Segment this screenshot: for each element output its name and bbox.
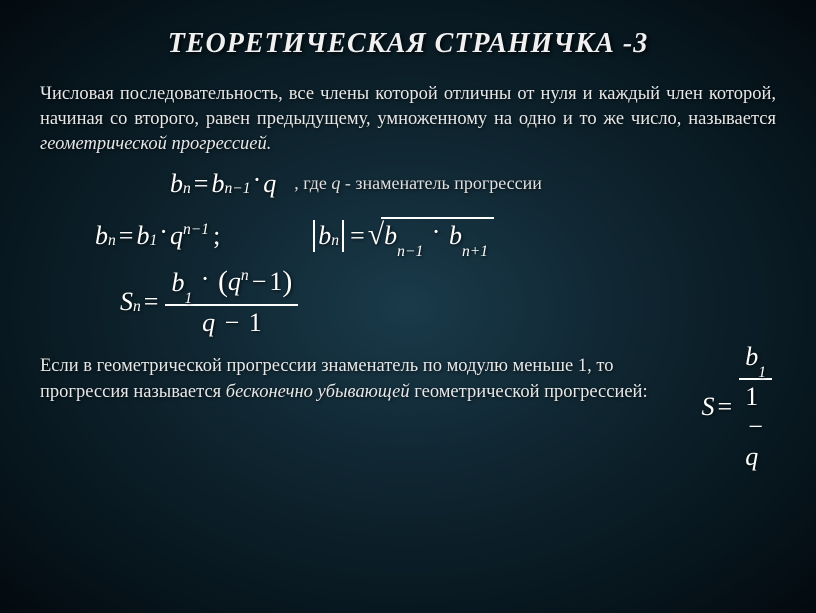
eq-sign: = bbox=[718, 392, 733, 422]
sub-n: n bbox=[183, 180, 191, 198]
slide-title: ТЕОРЕТИЧЕСКАЯ СТРАНИЧКА -3 bbox=[40, 28, 776, 60]
sub-n: n bbox=[331, 232, 339, 250]
var-q: q bbox=[202, 308, 215, 337]
var-b: b bbox=[449, 221, 462, 250]
minus-sign: − bbox=[748, 412, 763, 441]
sub-1: 1 bbox=[149, 232, 157, 250]
sub-n: n bbox=[108, 232, 116, 250]
annotation-suffix: - знаменатель прогрессии bbox=[340, 173, 542, 193]
var-S: S bbox=[702, 392, 715, 422]
abs-group: bn bbox=[310, 220, 347, 253]
var-b: b bbox=[170, 169, 183, 199]
sqrt-symbol: √ bbox=[368, 218, 384, 256]
formula-sum: Sn = b1 · ( qn − 1 ) q − 1 bbox=[120, 265, 302, 338]
eq-sign: = bbox=[350, 221, 365, 251]
fraction-denominator: q − 1 bbox=[196, 308, 268, 338]
sqrt-group: √ bn−1 · bn+1 bbox=[368, 217, 494, 255]
fraction: b1 1 − q bbox=[739, 342, 772, 472]
var-b: b bbox=[95, 221, 108, 251]
var-q: q bbox=[228, 267, 241, 297]
var-b: b bbox=[318, 221, 331, 251]
definition-text: Числовая последовательность, все члены к… bbox=[40, 82, 776, 157]
var-b: b bbox=[745, 342, 758, 371]
minus-sign: − bbox=[252, 267, 267, 297]
definition-body: Числовая последовательность, все члены к… bbox=[40, 84, 776, 129]
sub-np1: n+1 bbox=[462, 243, 488, 260]
eq-sign: = bbox=[144, 287, 159, 317]
formula-annotation: , где q - знаменатель прогрессии bbox=[294, 173, 542, 194]
formula-general-term: bn = b1 · qn−1; bbox=[95, 221, 220, 251]
annotation-prefix: , где bbox=[294, 173, 331, 193]
var-b: b bbox=[171, 268, 184, 297]
paren-group: ( qn − 1 ) bbox=[218, 265, 292, 299]
formula-row-two: bn = b1 · qn−1; bn = √ bn−1 · bn+1 bbox=[95, 217, 776, 255]
left-paren: ( bbox=[218, 265, 228, 299]
const-1: 1 bbox=[269, 267, 282, 297]
var-q: q bbox=[263, 169, 276, 199]
var-b: b bbox=[384, 221, 397, 250]
fraction-numerator: b1 bbox=[739, 342, 772, 376]
var-b: b bbox=[136, 221, 149, 251]
fraction-denominator: 1 − q bbox=[739, 382, 772, 472]
fraction-line bbox=[739, 378, 772, 380]
mult-dot: · bbox=[159, 217, 168, 247]
definition2-term: бесконечно убывающей bbox=[226, 382, 410, 402]
eq-sign: = bbox=[119, 221, 134, 251]
sup-n: n bbox=[241, 267, 249, 285]
var-b: b bbox=[211, 169, 224, 199]
var-S: S bbox=[120, 287, 133, 317]
formula-sum-row: Sn = b1 · ( qn − 1 ) q − 1 bbox=[120, 265, 776, 338]
formula-recurrence: bn = bn−1 · q bbox=[170, 169, 276, 199]
bottom-block: Если в геометрической прогрессии знамена… bbox=[40, 354, 776, 472]
const-1: 1 bbox=[745, 382, 758, 411]
fraction: b1 · ( qn − 1 ) q − 1 bbox=[165, 265, 298, 338]
mult-dot: · bbox=[432, 217, 441, 246]
fraction-numerator: b 1 · ( qn − 1 ) bbox=[165, 265, 298, 302]
mult-dot: · bbox=[253, 165, 262, 195]
sub-1: 1 bbox=[758, 364, 766, 381]
semicolon: ; bbox=[213, 221, 220, 251]
definition2-text: Если в геометрической прогрессии знамена… bbox=[40, 354, 672, 406]
formula-geometric-mean: bn = √ bn−1 · bn+1 bbox=[310, 217, 494, 255]
mult-dot: · bbox=[201, 264, 210, 293]
sub-n: n bbox=[133, 298, 141, 316]
sup-nm1: n−1 bbox=[183, 221, 209, 239]
formula-infinite-sum: S = b1 1 − q bbox=[702, 342, 776, 472]
sub-nm1: n−1 bbox=[224, 180, 250, 198]
sub-1: 1 bbox=[184, 290, 192, 307]
sub-nm1: n−1 bbox=[397, 243, 423, 260]
minus-sign: − bbox=[225, 308, 240, 337]
var-q: q bbox=[170, 221, 183, 251]
formula-recurrence-row: bn = bn−1 · q , где q - знаменатель прог… bbox=[170, 169, 776, 199]
sqrt-body: bn−1 · bn+1 bbox=[381, 217, 494, 255]
var-q: q bbox=[745, 442, 758, 471]
right-paren: ) bbox=[282, 265, 292, 299]
eq-sign: = bbox=[194, 169, 209, 199]
const-1: 1 bbox=[249, 308, 262, 337]
definition-term: геометрической прогрессией. bbox=[40, 134, 271, 154]
definition2-tail: геометрической прогрессией: bbox=[410, 382, 648, 402]
